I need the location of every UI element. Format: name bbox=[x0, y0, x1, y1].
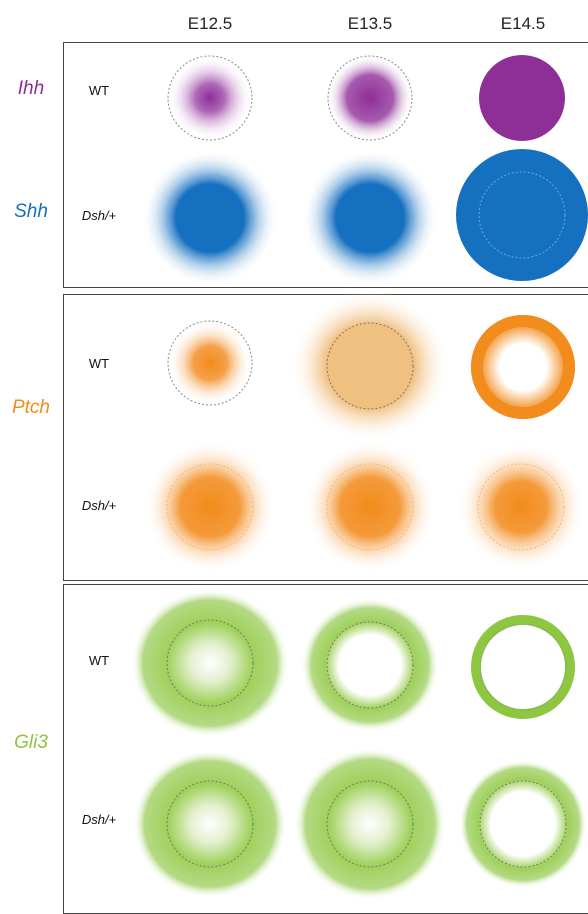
shh-dsh-e13-5-circle bbox=[302, 150, 438, 286]
ptch-wt-e14-5-circle bbox=[471, 315, 575, 419]
shh-dsh-e14-5-circle bbox=[456, 149, 588, 281]
gli3-dsh-e13-5-circle bbox=[294, 748, 446, 900]
genotype-label-ptch-dsh: Dsh/+ bbox=[81, 498, 117, 513]
gli3-wt-e14-5-circle bbox=[471, 615, 575, 719]
gene-label-ptch: Ptch bbox=[11, 397, 51, 418]
genotype-label-shh-dsh: Dsh/+ bbox=[81, 208, 117, 223]
gli3-wt-e13-5-circle bbox=[301, 598, 439, 732]
ptch-dsh-e14-5-circle bbox=[457, 443, 585, 571]
ptch-wt-e12-5-circle bbox=[167, 320, 253, 406]
genotype-label-ptch-wt: WT bbox=[88, 356, 110, 371]
genotype-label-ihh-wt: WT bbox=[88, 83, 110, 98]
gene-label-gli3: Gli3 bbox=[14, 732, 48, 753]
gli3-dsh-e12-5-circle bbox=[133, 750, 287, 898]
ptch-dsh-e12-5-circle bbox=[144, 441, 276, 573]
genotype-label-gli3-dsh: Dsh/+ bbox=[81, 812, 117, 827]
gli3-dsh-e14-5-circle bbox=[459, 760, 587, 888]
shh-dsh-e12-5-circle bbox=[142, 150, 278, 286]
gli3-wt-e12-5-circle bbox=[131, 589, 289, 737]
ptch-wt-e13-5-circle bbox=[290, 290, 450, 442]
ptch-dsh-e13-5-circle bbox=[304, 441, 436, 573]
ihh-wt-e14-5-circle bbox=[479, 55, 565, 141]
gene-label-ihh: Ihh bbox=[17, 78, 45, 99]
stage-header-e14-5: E14.5 bbox=[500, 14, 546, 33]
gene-label-shh: Shh bbox=[14, 201, 48, 222]
genotype-label-gli3-wt: WT bbox=[88, 653, 110, 668]
ihh-wt-e13-5-circle bbox=[327, 55, 413, 141]
ihh-wt-e12-5-circle bbox=[167, 55, 253, 141]
stage-header-e13-5: E13.5 bbox=[347, 14, 393, 33]
stage-header-e12-5: E12.5 bbox=[187, 14, 233, 33]
